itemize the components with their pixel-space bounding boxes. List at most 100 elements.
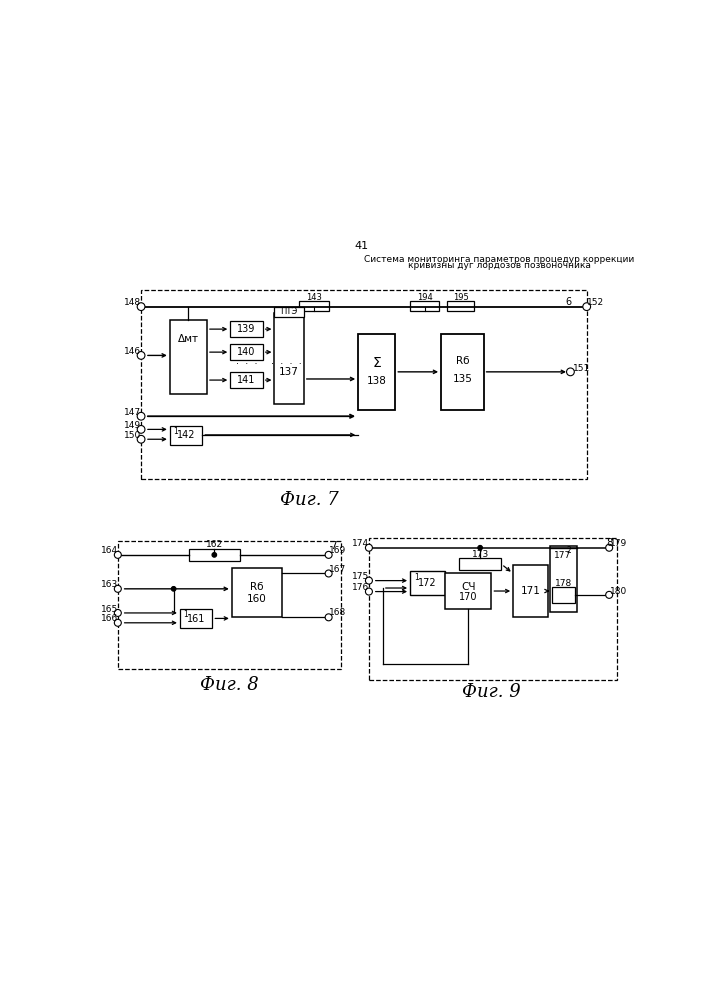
Text: 41: 41 xyxy=(355,241,369,251)
Text: 165: 165 xyxy=(100,605,118,614)
Circle shape xyxy=(137,426,145,433)
Bar xyxy=(299,301,329,311)
Text: 150: 150 xyxy=(124,431,141,440)
Text: 151: 151 xyxy=(573,364,590,373)
Text: 160: 160 xyxy=(247,594,267,604)
Bar xyxy=(549,546,577,612)
Circle shape xyxy=(478,545,482,550)
Text: ·  ·  ·: · · · xyxy=(235,359,257,369)
Text: 7: 7 xyxy=(330,541,337,551)
Text: 167: 167 xyxy=(329,565,346,574)
Text: Фиг. 9: Фиг. 9 xyxy=(462,683,521,701)
Text: 173: 173 xyxy=(472,550,489,559)
Bar xyxy=(118,541,341,669)
Text: 179: 179 xyxy=(610,539,627,548)
Text: 135: 135 xyxy=(452,374,472,384)
Text: 166: 166 xyxy=(100,614,118,623)
Text: 164: 164 xyxy=(100,546,118,555)
Text: ПТЭ: ПТЭ xyxy=(281,307,298,316)
Text: 146: 146 xyxy=(124,347,141,356)
Text: 1: 1 xyxy=(184,610,188,619)
Circle shape xyxy=(212,553,216,557)
Bar xyxy=(189,549,240,561)
Text: 143: 143 xyxy=(306,293,322,302)
Text: 163: 163 xyxy=(100,580,118,589)
Bar xyxy=(230,321,263,337)
Text: 168: 168 xyxy=(329,608,346,617)
Circle shape xyxy=(325,570,332,577)
Text: кривизны дуг лордозов позвоночника: кривизны дуг лордозов позвоночника xyxy=(408,261,590,270)
Text: Σ: Σ xyxy=(373,356,381,370)
Text: 172: 172 xyxy=(418,578,437,588)
Text: СЧ: СЧ xyxy=(461,582,475,592)
Circle shape xyxy=(171,587,176,591)
Text: 138: 138 xyxy=(367,376,387,386)
Text: 139: 139 xyxy=(238,324,256,334)
Circle shape xyxy=(137,412,145,420)
Text: 1: 1 xyxy=(174,427,178,436)
Bar xyxy=(230,344,263,360)
Text: 141: 141 xyxy=(238,375,256,385)
Bar xyxy=(230,372,263,388)
Circle shape xyxy=(583,303,590,311)
Text: 195: 195 xyxy=(453,293,469,302)
Circle shape xyxy=(137,303,145,311)
Text: 142: 142 xyxy=(177,430,195,440)
Bar xyxy=(358,334,395,410)
Text: 178: 178 xyxy=(555,579,572,588)
Circle shape xyxy=(366,577,373,584)
Text: 1: 1 xyxy=(414,573,419,582)
Text: Rб: Rб xyxy=(455,356,469,366)
Bar xyxy=(441,334,484,410)
Circle shape xyxy=(366,588,373,595)
Text: 137: 137 xyxy=(279,367,299,377)
Text: 6: 6 xyxy=(566,297,572,307)
Text: 169: 169 xyxy=(329,546,346,555)
Circle shape xyxy=(606,544,613,551)
Text: 147: 147 xyxy=(124,408,141,417)
Bar xyxy=(274,313,304,404)
Circle shape xyxy=(325,551,332,558)
Bar xyxy=(232,568,282,617)
Text: 162: 162 xyxy=(206,540,223,549)
Bar xyxy=(445,573,491,609)
Text: 174: 174 xyxy=(352,539,369,548)
Text: 2: 2 xyxy=(567,546,572,555)
Text: Фиг. 8: Фиг. 8 xyxy=(200,676,259,694)
Bar xyxy=(274,307,304,317)
Text: 148: 148 xyxy=(124,298,141,307)
Text: 152: 152 xyxy=(588,298,604,307)
Bar xyxy=(459,558,501,570)
Bar xyxy=(448,301,474,311)
Circle shape xyxy=(566,368,574,376)
Text: Фиг. 7: Фиг. 7 xyxy=(280,491,339,509)
Text: Rб: Rб xyxy=(250,582,264,592)
Text: 194: 194 xyxy=(417,293,433,302)
Bar xyxy=(410,571,445,595)
Circle shape xyxy=(115,619,122,626)
Circle shape xyxy=(366,544,373,551)
Text: 161: 161 xyxy=(187,614,205,624)
Circle shape xyxy=(325,614,332,621)
Circle shape xyxy=(137,435,145,443)
Bar xyxy=(180,609,212,628)
Text: Система мониторинга параметров процедур коррекции: Система мониторинга параметров процедур … xyxy=(364,255,634,264)
Bar xyxy=(369,538,617,680)
Text: 149: 149 xyxy=(124,421,141,430)
Bar xyxy=(410,301,440,311)
Text: 140: 140 xyxy=(238,347,256,357)
Text: 176: 176 xyxy=(352,583,369,592)
Circle shape xyxy=(115,609,122,616)
Circle shape xyxy=(606,591,613,598)
Text: Δмт: Δмт xyxy=(178,334,199,344)
Bar xyxy=(170,426,202,445)
Text: 180: 180 xyxy=(610,587,627,596)
Circle shape xyxy=(137,352,145,359)
Circle shape xyxy=(115,585,122,592)
Text: 8: 8 xyxy=(606,538,612,548)
Text: ·  ·  ·  ·: · · · · xyxy=(271,359,301,369)
Text: 175: 175 xyxy=(352,572,369,581)
Circle shape xyxy=(115,551,122,558)
Bar xyxy=(170,320,207,394)
Text: 177: 177 xyxy=(554,551,572,560)
